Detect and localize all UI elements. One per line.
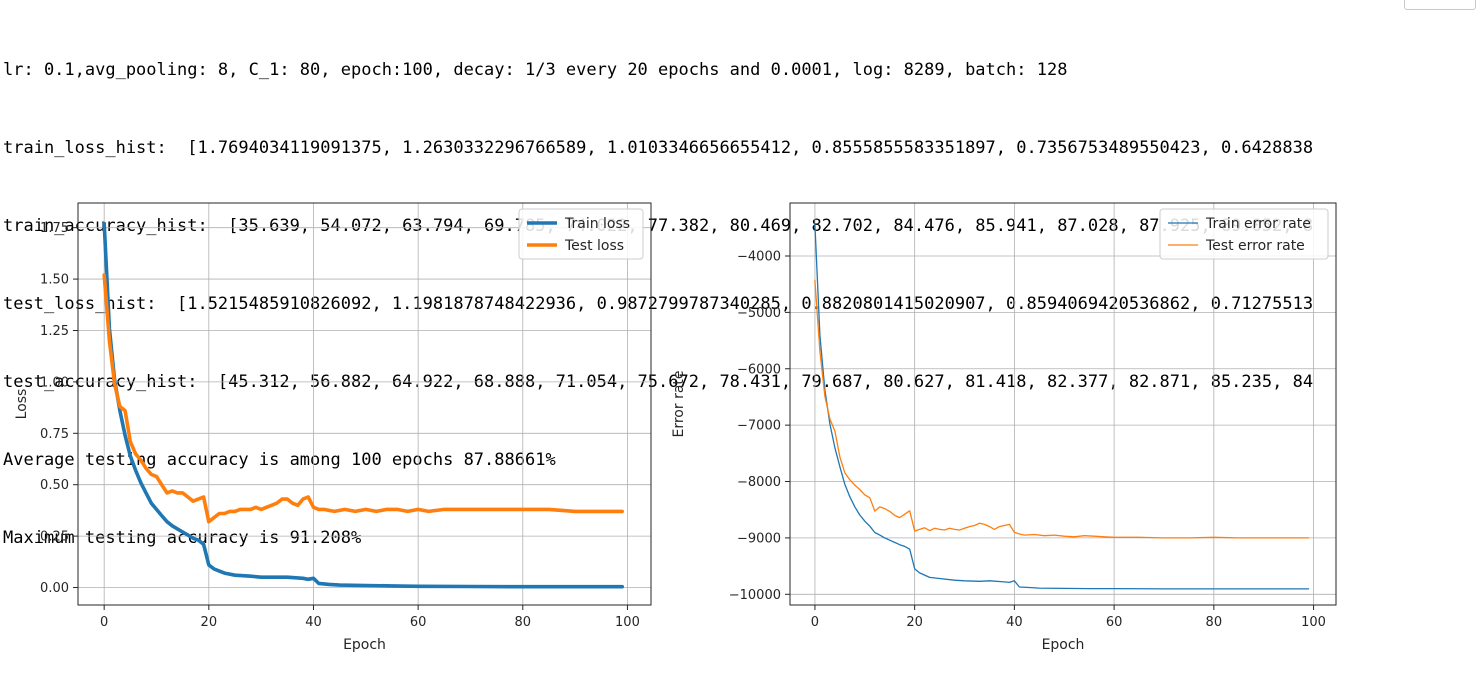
x-tick-label: 80 bbox=[515, 615, 532, 630]
x-tick-label: 0 bbox=[811, 615, 819, 630]
y-tick-label: −8000 bbox=[737, 475, 781, 490]
y-tick-label: 1.00 bbox=[40, 375, 69, 390]
legend-box bbox=[1159, 208, 1329, 260]
legend-label: Test loss bbox=[564, 238, 624, 254]
legend: Train error rate Test error rate bbox=[1159, 208, 1329, 260]
x-tick-label: 40 bbox=[1006, 615, 1023, 630]
y-tick-label: 0.50 bbox=[40, 478, 69, 493]
plot-frame bbox=[77, 202, 652, 606]
x-tick-label: 60 bbox=[1106, 615, 1123, 630]
log-line-params: lr: 0.1,avg_pooling: 8, C_1: 80, epoch:1… bbox=[3, 60, 1068, 80]
plot-frame bbox=[789, 202, 1337, 606]
y-tick-label: 0.00 bbox=[40, 581, 69, 596]
series-line-train bbox=[814, 223, 1310, 590]
y-tick-label: −9000 bbox=[737, 531, 781, 546]
x-tick-label: 100 bbox=[615, 615, 640, 630]
y-tick-label: −6000 bbox=[737, 362, 781, 377]
log-line-test-loss: test_loss_hist: [1.5215485910826092, 1.1… bbox=[3, 294, 1314, 314]
x-tick-label: 40 bbox=[305, 615, 322, 630]
series-line-test bbox=[102, 273, 625, 524]
output-log: lr: 0.1,avg_pooling: 8, C_1: 80, epoch:1… bbox=[3, 5, 1480, 577]
y-tick-label: −10000 bbox=[729, 588, 781, 603]
y-tick-label: −5000 bbox=[737, 306, 781, 321]
corner-button[interactable] bbox=[1404, 0, 1476, 10]
y-tick-label: 1.25 bbox=[40, 324, 69, 339]
legend-label: Train error rate bbox=[1205, 216, 1311, 232]
y-tick-label: 0.25 bbox=[40, 530, 69, 545]
series-line-train bbox=[102, 221, 625, 589]
log-line-train-loss: train_loss_hist: [1.7694034119091375, 1.… bbox=[3, 138, 1314, 158]
legend-label: Train loss bbox=[564, 216, 630, 232]
y-tick-label: 0.75 bbox=[40, 427, 69, 442]
x-tick-label: 60 bbox=[410, 615, 427, 630]
y-axis-label: Error rate bbox=[671, 370, 687, 437]
legend-label: Test error rate bbox=[1205, 238, 1305, 254]
log-line-average-accuracy: Average testing accuracy is among 100 ep… bbox=[3, 450, 556, 470]
y-tick-label: −4000 bbox=[737, 249, 781, 264]
x-tick-label: 0 bbox=[100, 615, 108, 630]
legend: Train loss Test loss bbox=[518, 208, 644, 260]
y-tick-label: 1.50 bbox=[40, 273, 69, 288]
y-axis-label: Loss bbox=[14, 389, 30, 420]
x-tick-label: 20 bbox=[906, 615, 923, 630]
loss-chart: 0 20 40 60 80 100 0.00 0.25 0.50 0.75 1.00 1.25 1.50… bbox=[14, 202, 652, 653]
x-tick-label: 80 bbox=[1206, 615, 1223, 630]
error-rate-chart: 0 20 40 60 80 100 −10000 −9000 −8000 −7000 −6000 −5… bbox=[671, 202, 1337, 653]
x-tick-label: 20 bbox=[201, 615, 218, 630]
series-line-test bbox=[814, 279, 1310, 539]
y-tick-label: −7000 bbox=[737, 419, 781, 434]
x-axis-label: Epoch bbox=[343, 637, 386, 653]
x-axis-label: Epoch bbox=[1042, 637, 1085, 653]
y-tick-label: 1.75 bbox=[40, 221, 69, 236]
x-tick-label: 100 bbox=[1301, 615, 1326, 630]
log-line-max-accuracy: Maximum testing accuracy is 91.208% bbox=[3, 528, 362, 548]
